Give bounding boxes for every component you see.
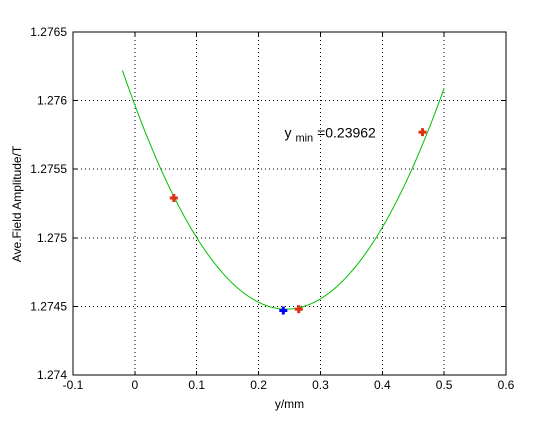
y-tick-labels: 1.274 1.2745 1.275 1.2755 1.276 1.2765 (30, 25, 67, 382)
y-tick-label: 1.2765 (30, 25, 67, 39)
x-tick-labels: -0.1 0 0.1 0.2 0.3 0.4 0.5 0.6 (63, 378, 515, 392)
y-tick-label: 1.276 (37, 94, 67, 108)
x-axis-label: y/mm (275, 397, 304, 411)
x-tick-label: 0.6 (498, 378, 515, 392)
x-tick-label: -0.1 (63, 378, 84, 392)
x-tick-label: 0.1 (188, 378, 205, 392)
x-tick-label: 0 (132, 378, 139, 392)
axes-box (72, 31, 507, 376)
y-tick-label: 1.2745 (30, 299, 67, 313)
y-tick-label: 1.275 (37, 231, 67, 245)
data-point (279, 306, 288, 315)
x-tick-label: 0.5 (436, 378, 453, 392)
y-min-annotation: y min =0.23962 (285, 125, 377, 145)
data-point (169, 194, 178, 203)
annotation-base: y (285, 125, 292, 141)
x-tick-label: 0.2 (250, 378, 267, 392)
grid (73, 32, 506, 375)
y-axis-label: Ave.Field Amplitude/T (10, 145, 24, 262)
data-point (418, 128, 427, 137)
annotation-subscript: min (295, 133, 313, 145)
x-tick-label: 0.4 (374, 378, 391, 392)
axis-ticks (72, 31, 507, 376)
data-point (294, 305, 303, 314)
y-tick-label: 1.2755 (30, 162, 67, 176)
x-tick-label: 0.3 (312, 378, 329, 392)
y-tick-label: 1.274 (37, 368, 67, 382)
plot-area (73, 32, 506, 375)
series (122, 70, 445, 315)
axes-frame (72, 31, 507, 376)
annotation-value: =0.23962 (317, 125, 376, 141)
